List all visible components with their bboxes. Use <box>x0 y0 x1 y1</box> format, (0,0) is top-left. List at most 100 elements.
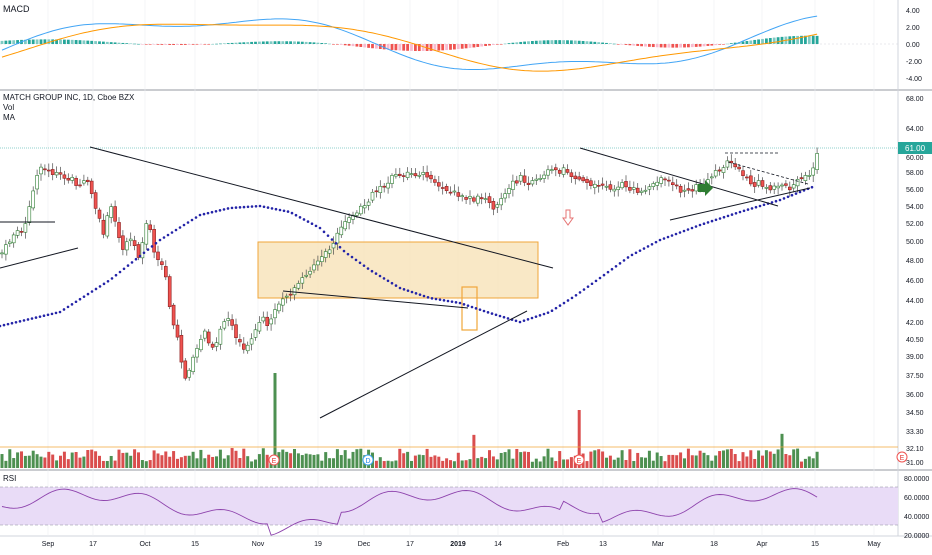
rsi-pane[interactable]: RSI 80.0000 60.0000 40.0000 20.0000 <box>0 474 929 540</box>
ma-dot <box>738 210 742 214</box>
volume-bar <box>737 461 741 468</box>
volume-bar <box>66 459 70 468</box>
ma-dot <box>654 240 658 244</box>
ma-dot <box>18 320 22 323</box>
candle-body <box>245 344 250 352</box>
ma-dot <box>450 300 454 303</box>
ma-dot <box>682 229 686 233</box>
macd-histogram-bar <box>601 42 604 44</box>
price-axis-label: 54.00 <box>906 204 924 211</box>
ma-dot <box>102 282 106 286</box>
candle-body <box>803 175 808 181</box>
volume-bar <box>577 410 581 468</box>
ma-dot <box>762 203 766 207</box>
volume-bar <box>449 460 452 468</box>
volume-bar <box>148 460 152 468</box>
ma-dot <box>562 301 566 305</box>
macd-histogram-bar <box>12 40 16 44</box>
volume-bar <box>515 448 519 468</box>
volume-bar <box>176 458 179 468</box>
candle-body <box>748 175 753 185</box>
consolidation-box[interactable] <box>257 241 539 299</box>
volume-bar <box>733 454 737 468</box>
macd-histogram-bar <box>234 42 238 44</box>
volume-bar <box>39 456 43 468</box>
candle-body <box>514 180 519 184</box>
candle-body <box>23 223 28 233</box>
ma-dot <box>374 272 378 275</box>
macd-histogram-bar <box>573 40 577 44</box>
volume-bar <box>312 454 316 468</box>
ma-dot <box>650 242 654 246</box>
trendlines[interactable] <box>0 146 811 419</box>
ma-dot <box>386 279 390 283</box>
ma-dot <box>622 259 626 262</box>
candle-body <box>764 187 769 189</box>
candle-body <box>397 173 402 176</box>
macd-histogram-bar <box>815 35 819 44</box>
ma-dot <box>150 245 154 248</box>
macd-histogram-bar <box>394 44 398 51</box>
ma-dot <box>710 219 714 223</box>
trendline-mar-support[interactable] <box>669 187 811 221</box>
macd-histogram-bar <box>780 36 784 44</box>
macd-histogram-bar <box>121 42 125 44</box>
candle-body <box>436 182 441 187</box>
ma-dot <box>494 313 498 317</box>
price-pane[interactable]: MATCH GROUP INC, 1D, Cboe BZX Vol MA 68.… <box>0 93 932 468</box>
ma-dot <box>302 218 306 221</box>
trendline-feb-resistance[interactable] <box>579 147 779 207</box>
macd-histogram-bar <box>195 44 199 45</box>
ma-dot <box>2 323 6 327</box>
macd-histogram-bar <box>316 42 320 44</box>
ma-dot <box>114 273 118 277</box>
volume-bar <box>222 458 226 468</box>
candle-body <box>319 256 324 262</box>
volume-bar <box>452 461 456 468</box>
price-axis-label: 42.00 <box>906 320 924 327</box>
volume-bar <box>12 458 16 468</box>
macd-histogram-bar <box>733 42 737 44</box>
candle-body <box>741 170 745 176</box>
macd-histogram-bar <box>632 44 636 46</box>
candle-body <box>518 175 523 182</box>
ma-dot <box>58 310 62 314</box>
volume-bar <box>332 458 335 468</box>
macd-histogram-bar <box>133 43 136 45</box>
trendline-descending[interactable] <box>89 146 554 269</box>
volume-bar <box>160 455 164 468</box>
candle-body <box>136 244 141 258</box>
ma-dot <box>146 248 150 251</box>
ma-dot <box>782 197 786 200</box>
macd-histogram-bar <box>378 44 382 50</box>
trendline-support-early[interactable] <box>0 247 79 269</box>
ma-dot <box>730 213 734 216</box>
volume-bar <box>807 456 811 468</box>
macd-histogram-bar <box>640 44 643 47</box>
volume-bar <box>101 460 105 468</box>
ma-dot <box>294 213 298 217</box>
ma-dot <box>770 201 774 204</box>
trendline-flag-top[interactable] <box>282 290 469 309</box>
macd-histogram-bar <box>117 42 121 44</box>
candle-body <box>265 316 270 326</box>
candle-body <box>66 177 71 181</box>
trendline-rising-support[interactable] <box>319 310 528 419</box>
macd-histogram-bar <box>620 44 624 45</box>
macd-pane[interactable]: MACD 4.00 2.00 0.00 -2.00 -4.00 <box>0 4 922 83</box>
macd-histogram-bar <box>168 44 172 45</box>
volume-bar <box>378 457 382 468</box>
volume-bar <box>207 454 211 468</box>
candle-body <box>331 243 336 249</box>
ma-dot <box>518 320 522 324</box>
volume-bar <box>558 451 562 468</box>
ma-dot <box>470 305 474 309</box>
time-axis-label: Oct <box>140 541 151 548</box>
candle-body <box>288 293 293 296</box>
volume-bar <box>667 454 671 468</box>
trendline-dashed-flag[interactable] <box>727 161 809 185</box>
macd-histogram-bar <box>113 42 117 44</box>
